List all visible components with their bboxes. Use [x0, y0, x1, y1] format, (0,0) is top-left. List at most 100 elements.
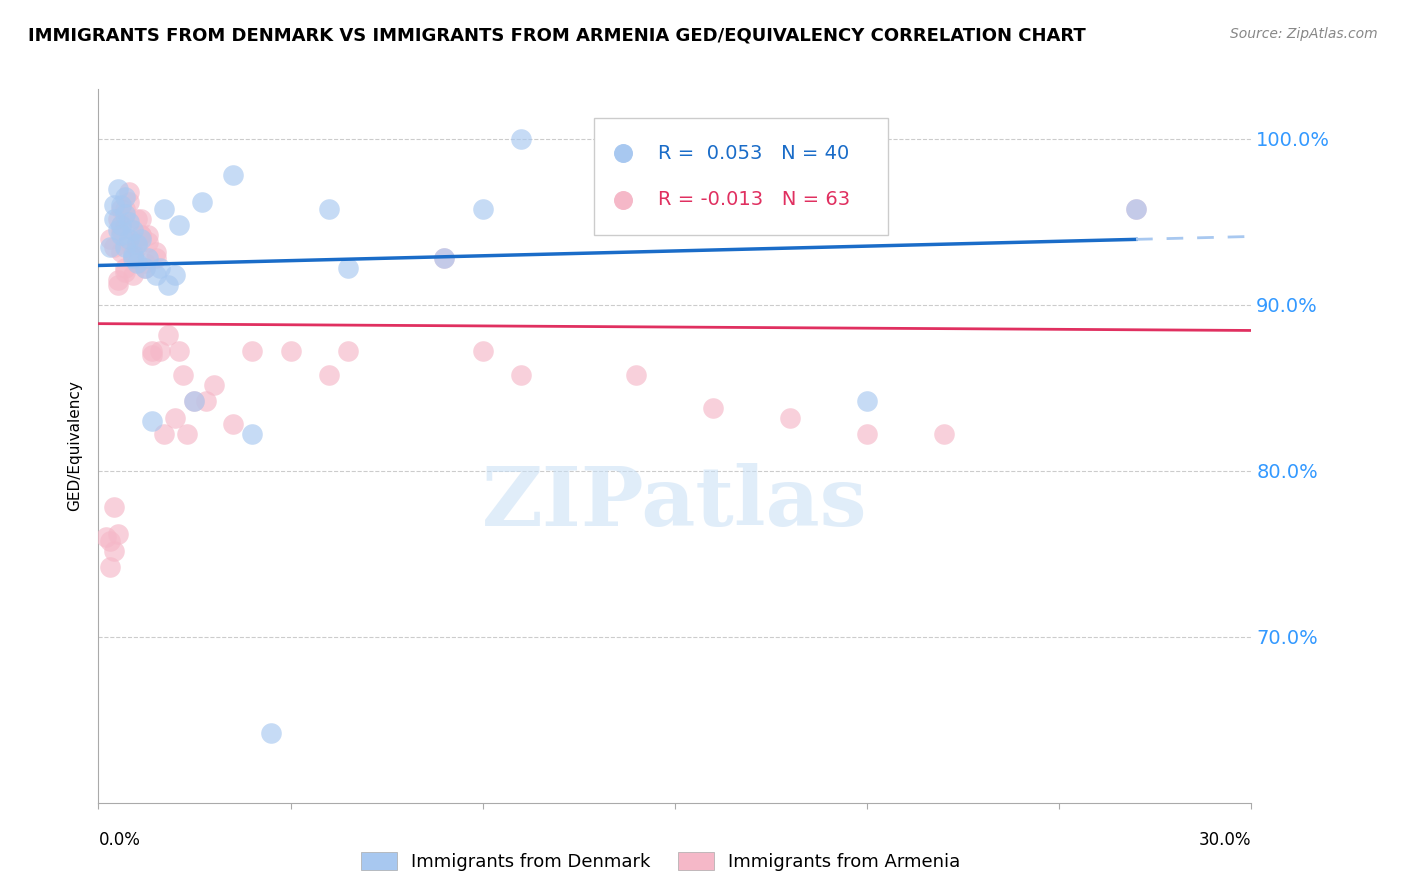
- Point: [138, 228, 160, 243]
- Point: [134, 261, 156, 276]
- Point: [122, 252, 145, 266]
- Point: [779, 410, 801, 425]
- Point: [149, 261, 172, 276]
- Point: [114, 219, 136, 233]
- Point: [110, 228, 132, 243]
- Point: [1125, 202, 1147, 216]
- Point: [433, 252, 456, 266]
- Point: [141, 414, 163, 428]
- Point: [856, 394, 879, 409]
- Point: [510, 132, 533, 146]
- Point: [138, 235, 160, 249]
- Point: [103, 240, 125, 254]
- Point: [337, 344, 360, 359]
- Point: [145, 268, 167, 282]
- Point: [471, 202, 494, 216]
- Point: [98, 231, 121, 245]
- Point: [1125, 202, 1147, 216]
- Point: [118, 235, 141, 249]
- Point: [129, 231, 152, 245]
- Point: [107, 273, 129, 287]
- Text: Source: ZipAtlas.com: Source: ZipAtlas.com: [1230, 27, 1378, 41]
- Point: [107, 182, 129, 196]
- Point: [152, 427, 174, 442]
- Point: [318, 368, 340, 382]
- Point: [107, 223, 129, 237]
- Point: [110, 202, 132, 216]
- Point: [103, 211, 125, 226]
- Point: [240, 344, 263, 359]
- Point: [110, 219, 132, 233]
- Point: [183, 394, 205, 409]
- Point: [471, 344, 494, 359]
- Point: [195, 394, 218, 409]
- Point: [122, 244, 145, 259]
- Point: [98, 240, 121, 254]
- Text: IMMIGRANTS FROM DENMARK VS IMMIGRANTS FROM ARMENIA GED/EQUIVALENCY CORRELATION C: IMMIGRANTS FROM DENMARK VS IMMIGRANTS FR…: [28, 27, 1085, 45]
- Point: [129, 228, 152, 243]
- Point: [122, 252, 145, 266]
- Point: [167, 344, 190, 359]
- Point: [222, 417, 245, 432]
- Point: [191, 195, 214, 210]
- Point: [114, 261, 136, 276]
- Text: ZIPatlas: ZIPatlas: [482, 463, 868, 543]
- Point: [165, 410, 187, 425]
- Point: [110, 223, 132, 237]
- Point: [141, 344, 163, 359]
- Point: [94, 530, 117, 544]
- Point: [118, 215, 141, 229]
- FancyBboxPatch shape: [595, 118, 889, 235]
- Point: [240, 427, 263, 442]
- Point: [156, 327, 179, 342]
- Point: [122, 248, 145, 262]
- Point: [856, 427, 879, 442]
- Point: [107, 278, 129, 293]
- Point: [125, 211, 148, 226]
- Point: [114, 190, 136, 204]
- Y-axis label: GED/Equivalency: GED/Equivalency: [67, 381, 83, 511]
- Point: [626, 368, 648, 382]
- Point: [107, 527, 129, 541]
- Point: [202, 377, 225, 392]
- Point: [129, 228, 152, 243]
- Point: [103, 543, 125, 558]
- Point: [103, 500, 125, 515]
- Point: [222, 169, 245, 183]
- Point: [118, 231, 141, 245]
- Point: [138, 252, 160, 266]
- Point: [280, 344, 302, 359]
- Point: [122, 223, 145, 237]
- Point: [98, 560, 121, 574]
- Point: [156, 278, 179, 293]
- Text: R = -0.013   N = 63: R = -0.013 N = 63: [658, 190, 849, 210]
- Point: [134, 261, 156, 276]
- Point: [167, 219, 190, 233]
- Point: [176, 427, 198, 442]
- Text: 0.0%: 0.0%: [98, 831, 141, 849]
- Point: [149, 344, 172, 359]
- Point: [114, 240, 136, 254]
- Point: [260, 726, 283, 740]
- Point: [125, 256, 148, 270]
- Point: [433, 252, 456, 266]
- Point: [152, 202, 174, 216]
- Point: [337, 261, 360, 276]
- Point: [165, 268, 187, 282]
- Point: [114, 207, 136, 221]
- Point: [702, 401, 724, 415]
- Point: [107, 211, 129, 226]
- Point: [110, 198, 132, 212]
- Point: [145, 244, 167, 259]
- Point: [932, 427, 955, 442]
- Text: R =  0.053   N = 40: R = 0.053 N = 40: [658, 144, 849, 163]
- Point: [110, 244, 132, 259]
- Point: [125, 236, 148, 251]
- Point: [114, 265, 136, 279]
- Point: [318, 202, 340, 216]
- Point: [510, 368, 533, 382]
- Point: [98, 533, 121, 548]
- Point: [125, 235, 148, 249]
- Point: [110, 219, 132, 233]
- Legend: Immigrants from Denmark, Immigrants from Armenia: Immigrants from Denmark, Immigrants from…: [354, 845, 967, 879]
